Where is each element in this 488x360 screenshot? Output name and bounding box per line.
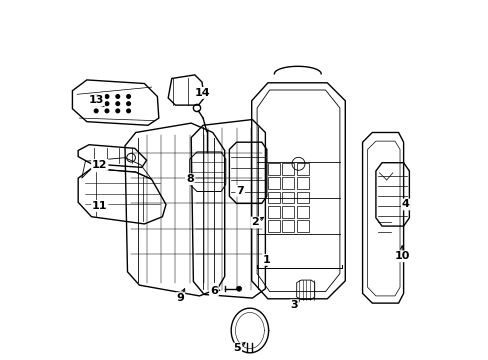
Bar	[267, 220, 279, 232]
Circle shape	[126, 109, 130, 113]
Circle shape	[126, 102, 130, 105]
Text: 6: 6	[209, 286, 217, 296]
Text: 14: 14	[194, 88, 209, 98]
Circle shape	[105, 109, 108, 113]
Bar	[296, 177, 308, 189]
Text: 4: 4	[401, 199, 409, 210]
Text: 1: 1	[263, 255, 270, 265]
Bar	[267, 206, 279, 218]
Text: 3: 3	[290, 300, 297, 310]
Bar	[282, 177, 294, 189]
Text: 13: 13	[88, 95, 103, 105]
Circle shape	[105, 102, 108, 105]
Bar	[296, 206, 308, 218]
Bar	[267, 163, 279, 175]
Bar	[296, 192, 308, 203]
Bar	[282, 206, 294, 218]
Bar	[282, 163, 294, 175]
Circle shape	[116, 95, 120, 98]
Bar	[282, 220, 294, 232]
Text: 5: 5	[233, 343, 241, 354]
Circle shape	[94, 102, 98, 105]
Bar	[267, 192, 279, 203]
Text: 9: 9	[176, 293, 184, 303]
Text: 7: 7	[236, 186, 244, 196]
Bar	[282, 192, 294, 203]
Text: 10: 10	[394, 251, 409, 261]
Circle shape	[94, 95, 98, 98]
Circle shape	[116, 109, 120, 113]
Circle shape	[105, 95, 108, 98]
Circle shape	[126, 95, 130, 98]
Bar	[296, 220, 308, 232]
Circle shape	[94, 109, 98, 113]
Circle shape	[116, 102, 120, 105]
Text: 11: 11	[92, 201, 107, 211]
Text: 2: 2	[251, 217, 259, 228]
Text: 8: 8	[185, 174, 193, 184]
Bar	[296, 163, 308, 175]
Text: 12: 12	[92, 160, 107, 170]
Bar	[267, 177, 279, 189]
Circle shape	[236, 286, 241, 291]
